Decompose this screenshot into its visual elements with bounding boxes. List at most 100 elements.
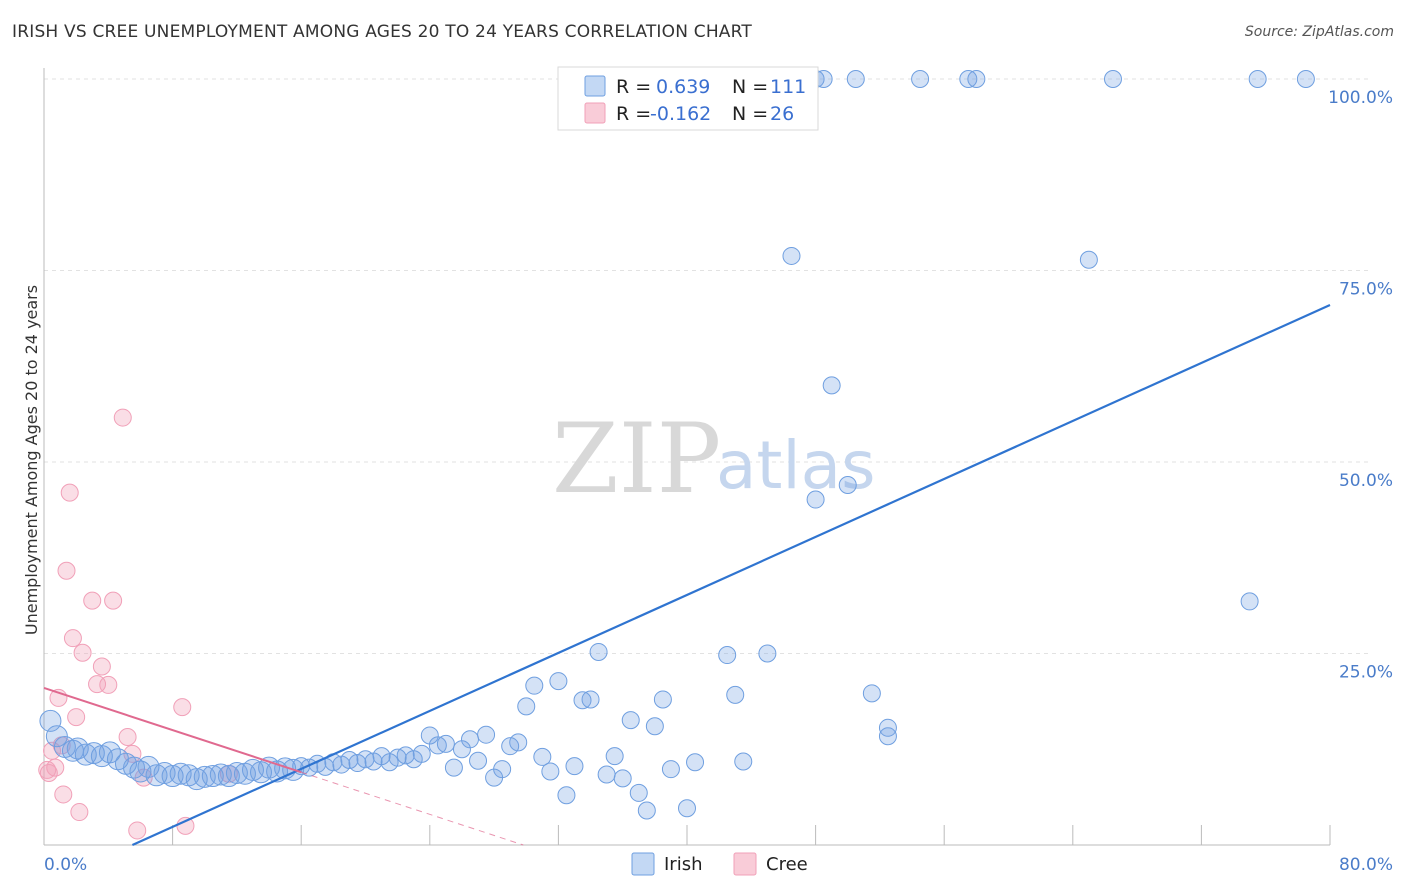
cree-point: [60, 483, 79, 502]
irish-point: [782, 246, 801, 265]
trendlines: [43, 303, 1331, 847]
cree-point: [83, 591, 102, 610]
irish-point: [822, 376, 841, 395]
x-tick-label: 80.0%: [1339, 855, 1393, 875]
irish-point: [477, 725, 496, 744]
irish-point: [1240, 592, 1259, 611]
irish-point: [718, 646, 737, 665]
cree-trendline: [43, 687, 302, 774]
irish-point: [241, 758, 264, 781]
irish-point: [734, 752, 753, 771]
cree-point: [57, 561, 76, 580]
irish-point: [549, 672, 568, 691]
irish-point: [201, 765, 224, 788]
legend-cree-r-value: -0.162: [650, 103, 711, 125]
irish-point: [469, 751, 488, 770]
irish-point: [967, 70, 986, 88]
cree-point: [70, 803, 89, 822]
irish-point: [436, 734, 455, 753]
irish-point: [911, 70, 930, 88]
y-axis-label: Unemployment Among Ages 20 to 24 years: [22, 285, 41, 635]
irish-series: [39, 70, 1315, 820]
irish-point: [412, 744, 431, 763]
cree-point: [54, 785, 73, 804]
bottom-legend-cree-label: Cree: [766, 854, 808, 875]
legend-cree-n-value: 26: [770, 103, 794, 125]
irish-point: [846, 70, 865, 88]
watermark-atlas: atlas: [716, 427, 876, 504]
irish-point: [525, 676, 544, 695]
cree-point: [38, 760, 57, 779]
irish-point: [45, 725, 68, 748]
irish-point: [493, 760, 512, 779]
irish-point: [185, 768, 208, 791]
irish-point: [597, 765, 616, 784]
irish-point: [209, 763, 232, 786]
irish-point: [1248, 70, 1267, 88]
irish-point: [605, 747, 624, 766]
irish-point: [613, 769, 632, 788]
bottom-legend-irish-swatch: [631, 852, 655, 876]
x-tick-label: 0.0%: [44, 855, 87, 875]
irish-point: [145, 764, 168, 787]
irish-point: [225, 761, 248, 784]
irish-point: [460, 730, 479, 749]
cree-point: [67, 708, 86, 727]
irish-point: [678, 799, 696, 818]
irish-point: [862, 684, 881, 703]
irish-point: [557, 786, 576, 805]
bottom-legend-cree-swatch: [733, 852, 757, 876]
irish-point: [621, 711, 640, 730]
irish-point: [581, 690, 600, 709]
irish-point: [758, 644, 777, 663]
legend-cree-n-label: N =: [732, 103, 768, 125]
irish-point: [806, 490, 825, 509]
cree-point: [73, 643, 92, 662]
cree-trendline-extension: [301, 771, 524, 846]
irish-point: [541, 762, 560, 781]
legend-irish-r-label: R =: [616, 76, 651, 98]
y-tick-label: 100.0%: [1328, 88, 1393, 108]
legend-irish-r-value: 0.639: [656, 76, 710, 98]
irish-point: [878, 727, 897, 746]
irish-point: [1079, 250, 1098, 269]
cree-point: [63, 629, 82, 648]
y-tick-label: 75.0%: [1339, 280, 1393, 300]
irish-point: [517, 697, 536, 716]
irish-point: [645, 717, 664, 736]
irish-point: [1296, 70, 1315, 88]
cree-point: [118, 727, 137, 746]
irish-point: [589, 642, 608, 661]
irish-point: [533, 747, 552, 766]
irish-point: [629, 783, 648, 802]
axes: [43, 68, 1331, 846]
bottom-legend: Irish Cree: [631, 852, 808, 876]
y-tick-label: 50.0%: [1339, 471, 1393, 491]
y-tick-label: 25.0%: [1339, 663, 1393, 683]
legend-cree-swatch: [584, 102, 606, 124]
bottom-legend-irish-label: Irish: [664, 854, 703, 875]
cree-point: [92, 657, 111, 676]
cree-point: [99, 675, 118, 694]
cree-point: [128, 821, 147, 840]
irish-point: [1103, 70, 1122, 88]
y-tick-labels: 100.0% 75.0% 50.0% 25.0%: [1328, 88, 1393, 683]
irish-point: [74, 743, 97, 766]
gridlines: [44, 78, 1370, 654]
irish-trendline: [131, 303, 1331, 847]
irish-point: [637, 801, 656, 820]
watermark-zip: ZIP: [552, 403, 721, 515]
legend-irish-n-value: 111: [770, 76, 806, 98]
irish-point: [838, 475, 857, 494]
chart-title: IRISH VS CREE UNEMPLOYMENT AMONG AGES 20…: [12, 22, 752, 42]
irish-point: [161, 765, 184, 788]
cree-point: [104, 591, 123, 610]
top-legend: R = 0.639 N = 111 R = -0.162 N = 26: [557, 66, 819, 131]
cree-point: [173, 698, 192, 717]
cree-point: [113, 408, 132, 427]
irish-point: [653, 690, 672, 709]
irish-point: [444, 758, 463, 777]
watermark: ZIP atlas: [552, 403, 876, 515]
irish-point: [565, 757, 584, 776]
